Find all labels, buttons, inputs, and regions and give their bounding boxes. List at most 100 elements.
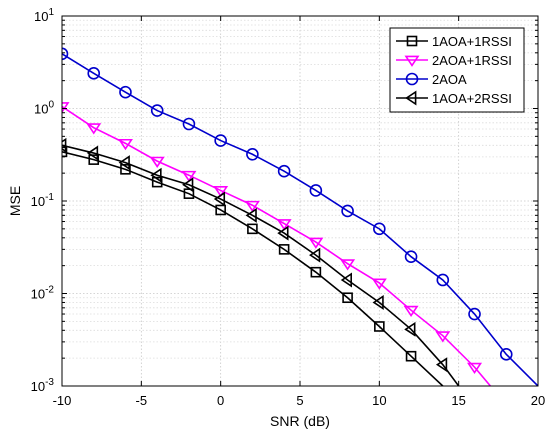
x-tick-labels: -10 -5 0 5 10 15 20 xyxy=(53,393,546,408)
legend-marker xyxy=(404,55,420,67)
y-tick-label: 10-2 xyxy=(31,285,55,302)
data-point xyxy=(245,207,257,223)
x-tick-label: 15 xyxy=(451,393,465,408)
data-point xyxy=(62,102,70,114)
y-tick-base: 10 xyxy=(31,287,45,302)
legend-marker xyxy=(405,90,417,106)
x-tick-label: 20 xyxy=(531,393,545,408)
data-point xyxy=(435,331,451,343)
series-line xyxy=(62,105,492,386)
data-point xyxy=(246,147,259,161)
data-point xyxy=(342,292,353,304)
axis-ticks xyxy=(61,15,539,387)
data-point xyxy=(247,223,258,235)
y-tick-label: 100 xyxy=(34,100,54,117)
legend-label: 1AOA+2RSSI xyxy=(432,91,512,106)
data-point xyxy=(435,357,448,373)
legend-marker xyxy=(405,72,419,86)
data-point xyxy=(468,307,481,321)
y-axis-label: MSE xyxy=(7,186,23,216)
legend-label: 1AOA+1RSSI xyxy=(432,34,512,49)
data-point xyxy=(373,222,386,236)
series-line xyxy=(62,151,444,386)
y-tick-exponent: 1 xyxy=(48,7,54,18)
y-tick-exponent: -2 xyxy=(45,285,54,296)
series-2AOA xyxy=(62,47,538,386)
y-tick-base: 10 xyxy=(34,9,48,24)
legend-item: 1AOA+2RSSI xyxy=(396,90,512,106)
data-point xyxy=(182,117,196,131)
series-line xyxy=(62,53,538,386)
x-tick-label: 5 xyxy=(296,393,303,408)
data-point xyxy=(62,47,69,61)
data-point xyxy=(308,237,324,249)
x-tick-label: -5 xyxy=(136,393,148,408)
data-point xyxy=(62,146,68,158)
data-point xyxy=(404,250,418,263)
y-tick-exponent: -3 xyxy=(45,377,54,388)
legend-label: 2AOA xyxy=(432,72,467,87)
data-point xyxy=(117,138,133,151)
data-point xyxy=(340,259,356,271)
x-axis-label: SNR (dB) xyxy=(270,413,330,429)
data-point xyxy=(309,184,323,197)
data-point xyxy=(213,186,229,198)
data-point xyxy=(341,204,354,218)
legend-item: 2AOA+1RSSI xyxy=(396,53,512,68)
y-tick-base: 10 xyxy=(34,102,48,117)
data-point xyxy=(277,164,291,178)
data-point xyxy=(87,67,101,80)
data-point xyxy=(150,167,162,183)
data-point xyxy=(120,164,131,175)
data-point xyxy=(374,321,385,332)
series-layer xyxy=(62,47,538,386)
data-point xyxy=(213,191,226,207)
data-point xyxy=(276,219,292,231)
y-tick-label: 10-3 xyxy=(31,377,55,394)
data-point xyxy=(371,278,387,290)
data-point xyxy=(62,137,67,153)
data-point xyxy=(310,266,322,278)
y-tick-exponent: 0 xyxy=(48,100,54,111)
y-tick-label: 101 xyxy=(34,7,54,24)
series-1AOA+1RSSI xyxy=(62,146,444,386)
series-1AOA+2RSSI xyxy=(62,137,460,386)
data-point xyxy=(149,156,165,168)
data-point xyxy=(215,204,226,216)
legend: 1AOA+1RSSI 2AOA+1RSSI 2AOA 1AOA+2RSSI xyxy=(389,27,525,113)
data-point xyxy=(244,200,260,213)
x-tick-label: 10 xyxy=(372,393,386,408)
series-line xyxy=(62,144,460,386)
data-point xyxy=(403,305,419,318)
data-point xyxy=(340,272,353,288)
y-tick-exponent: -1 xyxy=(45,192,54,203)
legend-item: 1AOA+1RSSI xyxy=(396,34,512,49)
x-tick-label: 0 xyxy=(217,393,224,408)
data-point xyxy=(151,176,163,188)
data-point xyxy=(499,348,513,361)
data-point xyxy=(150,104,164,117)
legend-item: 2AOA xyxy=(396,72,467,87)
data-point xyxy=(119,85,132,99)
data-point xyxy=(182,177,194,193)
y-tick-base: 10 xyxy=(31,379,45,394)
series-2AOA+1RSSI xyxy=(62,102,492,386)
data-point xyxy=(372,294,384,310)
y-tick-base: 10 xyxy=(31,194,45,209)
data-point xyxy=(277,225,289,241)
data-point xyxy=(467,362,483,374)
data-point xyxy=(309,247,321,263)
legend-label: 2AOA+1RSSI xyxy=(432,53,512,68)
data-point xyxy=(181,170,197,183)
data-point xyxy=(214,134,227,147)
data-point xyxy=(118,155,130,171)
legend-marker xyxy=(406,35,418,47)
data-point xyxy=(436,273,450,287)
data-point xyxy=(86,123,102,135)
data-point xyxy=(405,350,417,362)
data-point xyxy=(404,321,416,337)
y-tick-label: 10-1 xyxy=(31,192,55,209)
data-point xyxy=(278,244,290,255)
data-point xyxy=(86,145,99,161)
